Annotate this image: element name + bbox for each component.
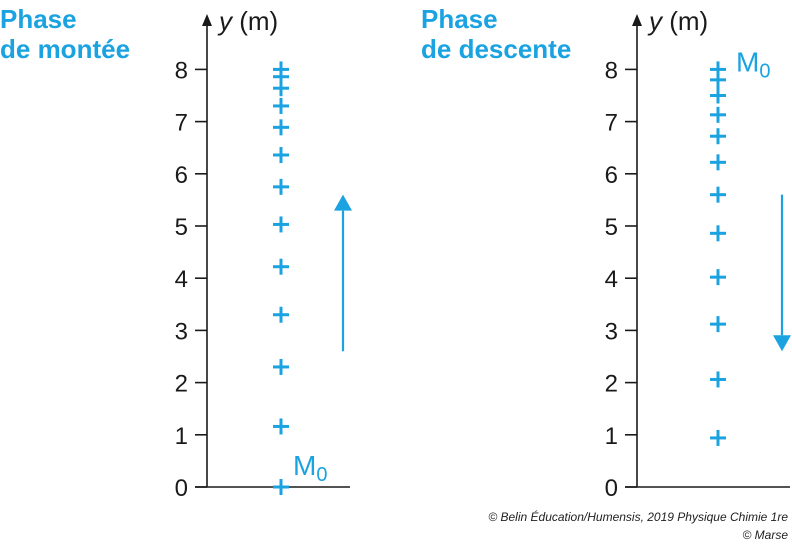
- tick-label: 2: [605, 371, 618, 398]
- position-marker: [710, 371, 726, 388]
- m0-subscript: 0: [316, 464, 327, 486]
- position-marker: [710, 71, 726, 88]
- position-marker: [273, 479, 289, 495]
- position-marker: [710, 128, 726, 145]
- position-marker: [710, 316, 726, 333]
- m0-letter: M: [736, 46, 759, 77]
- position-marker: [710, 429, 726, 446]
- axis-variable: y: [217, 6, 234, 36]
- position-marker: [273, 418, 289, 435]
- position-marker: [710, 106, 726, 123]
- y-axis-title: y (m): [217, 6, 278, 36]
- tick-label: 5: [605, 214, 618, 241]
- m0-letter: M: [293, 450, 316, 481]
- y-axis-title: y (m): [647, 6, 708, 36]
- tick-label: 5: [175, 214, 188, 241]
- tick-label: 6: [175, 162, 188, 189]
- y-axis-arrowhead: [202, 14, 212, 26]
- position-marker: [273, 358, 289, 375]
- axis-unit: (m): [662, 6, 708, 36]
- heading-phase-montee: Phase de montée: [0, 4, 130, 64]
- tick-label: 1: [605, 423, 618, 450]
- heading-line: Phase: [421, 4, 498, 34]
- position-marker: [273, 119, 289, 136]
- heading-line: Phase: [0, 4, 77, 34]
- tick-label: 1: [175, 423, 188, 450]
- position-marker: [710, 269, 726, 286]
- tick-label: 3: [175, 318, 188, 345]
- position-marker: [273, 147, 289, 164]
- tick-label: 3: [605, 318, 618, 345]
- motion-arrow-head: [334, 194, 352, 211]
- motion-arrow-head: [773, 335, 791, 352]
- tick-label: 4: [605, 266, 618, 293]
- axis-unit: (m): [232, 6, 278, 36]
- position-marker: [273, 97, 289, 114]
- position-marker: [710, 87, 726, 104]
- tick-label: 8: [605, 57, 618, 84]
- heading-phase-descente: Phase de descente: [421, 4, 571, 64]
- position-marker: [710, 225, 726, 242]
- tick-label: 7: [605, 110, 618, 137]
- m0-label: M0: [293, 450, 327, 486]
- position-marker: [273, 178, 289, 195]
- position-marker: [710, 186, 726, 203]
- tick-label: 6: [605, 162, 618, 189]
- copyright-credit: © Marse: [742, 528, 788, 542]
- axis-variable: y: [647, 6, 664, 36]
- m0-label: M0: [736, 46, 770, 82]
- position-marker: [710, 154, 726, 171]
- heading-line: de montée: [0, 34, 131, 64]
- tick-label: 0: [605, 475, 618, 502]
- m0-subscript: 0: [759, 60, 770, 82]
- y-axis-arrowhead: [632, 14, 642, 26]
- tick-label: 4: [175, 266, 188, 293]
- tick-label: 2: [175, 371, 188, 398]
- position-marker: [273, 216, 289, 233]
- position-marker: [273, 306, 289, 323]
- heading-line: de descente: [421, 34, 572, 64]
- tick-label: 7: [175, 110, 188, 137]
- position-marker: [273, 258, 289, 275]
- tick-label: 8: [175, 57, 188, 84]
- copyright-credit: © Belin Éducation/Humensis, 2019 Physiqu…: [488, 510, 788, 524]
- position-marker: [273, 61, 289, 78]
- tick-label: 0: [175, 475, 188, 502]
